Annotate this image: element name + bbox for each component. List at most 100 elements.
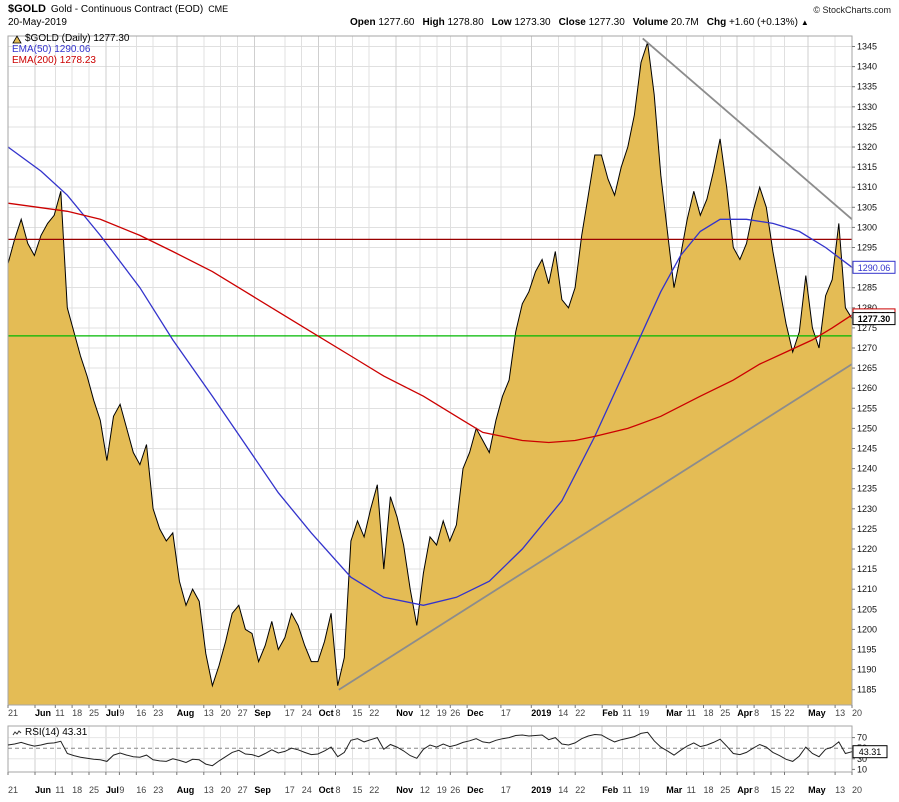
quote-value: 1273.30 (511, 17, 551, 28)
svg-text:15: 15 (771, 785, 781, 795)
svg-text:1315: 1315 (857, 162, 877, 172)
svg-text:17: 17 (285, 785, 295, 795)
svg-text:24: 24 (302, 785, 312, 795)
svg-text:Apr: Apr (737, 785, 753, 795)
svg-text:Nov: Nov (396, 708, 413, 718)
svg-text:8: 8 (336, 785, 341, 795)
svg-text:25: 25 (89, 785, 99, 795)
svg-text:9: 9 (119, 785, 124, 795)
svg-text:Feb: Feb (602, 785, 619, 795)
svg-text:16: 16 (136, 708, 146, 718)
svg-text:Jul: Jul (106, 708, 119, 718)
svg-text:25: 25 (720, 708, 730, 718)
svg-text:1190: 1190 (857, 665, 876, 675)
svg-text:12: 12 (420, 708, 430, 718)
svg-text:8: 8 (754, 708, 759, 718)
moving-averages (7, 146, 853, 606)
axis-labels: 1185119011951200120512101215122012251230… (7, 42, 877, 795)
svg-text:11: 11 (55, 785, 64, 795)
svg-text:11: 11 (622, 785, 631, 795)
svg-text:21: 21 (8, 785, 18, 795)
svg-text:1275: 1275 (857, 323, 877, 333)
svg-text:19: 19 (639, 785, 649, 795)
svg-text:27: 27 (238, 785, 248, 795)
svg-text:1185: 1185 (857, 685, 876, 695)
quote-value: 1277.30 (585, 17, 625, 28)
svg-text:1330: 1330 (857, 102, 877, 112)
chart-date: 20-May-2019 (8, 17, 67, 28)
svg-text:May: May (808, 708, 826, 718)
svg-text:18: 18 (704, 708, 714, 718)
quote-label: High (422, 17, 445, 28)
quote-label: Volume (632, 17, 669, 28)
svg-text:1280: 1280 (857, 303, 877, 313)
svg-text:2019: 2019 (531, 785, 551, 795)
svg-text:Feb: Feb (602, 708, 619, 718)
svg-text:Aug: Aug (177, 708, 195, 718)
svg-text:11: 11 (55, 708, 64, 718)
svg-text:1200: 1200 (857, 624, 877, 634)
svg-text:26: 26 (450, 785, 460, 795)
plot-borders (7, 35, 853, 773)
rsi-line (7, 731, 853, 767)
svg-text:Sep: Sep (254, 785, 271, 795)
svg-text:1240: 1240 (857, 464, 877, 474)
svg-text:70: 70 (857, 733, 867, 743)
svg-text:8: 8 (754, 785, 759, 795)
svg-text:1220: 1220 (857, 544, 877, 554)
svg-text:30: 30 (857, 754, 867, 764)
svg-text:17: 17 (501, 708, 511, 718)
svg-text:13: 13 (835, 708, 845, 718)
svg-text:1225: 1225 (857, 524, 877, 534)
svg-text:15: 15 (352, 785, 362, 795)
price-area-fill (8, 42, 852, 705)
legend-ema50: EMA(50) 1290.06 (12, 44, 91, 55)
svg-text:21: 21 (8, 708, 18, 718)
svg-text:23: 23 (153, 785, 163, 795)
svg-text:1255: 1255 (857, 403, 877, 413)
svg-text:22: 22 (785, 785, 795, 795)
chart-header: $GOLD Gold - Continuous Contract (EOD) CME (8, 3, 228, 15)
svg-text:22: 22 (575, 708, 585, 718)
quote-value: 1278.80 (444, 17, 484, 28)
svg-text:11: 11 (687, 785, 696, 795)
svg-text:May: May (808, 785, 826, 795)
legend-ema200: EMA(200) 1278.23 (12, 55, 96, 66)
legend-row-ema50: EMA(50) 1290.06 (12, 44, 130, 55)
rsi-indicator-icon (12, 729, 22, 735)
price-line (7, 42, 853, 688)
chart-title: Gold - Continuous Contract (EOD) (50, 4, 204, 15)
svg-text:1290.06: 1290.06 (858, 263, 891, 273)
svg-text:12: 12 (420, 785, 430, 795)
legend-row-ema200: EMA(200) 1278.23 (12, 55, 130, 66)
svg-text:1260: 1260 (857, 383, 877, 393)
svg-text:14: 14 (558, 708, 568, 718)
svg-text:8: 8 (336, 708, 341, 718)
svg-text:22: 22 (785, 708, 795, 718)
rsi-plot-border (7, 725, 853, 773)
svg-text:16: 16 (136, 785, 146, 795)
svg-text:17: 17 (501, 785, 511, 795)
quote-label: Chg (706, 17, 727, 28)
annotation-lines (8, 37, 853, 691)
exchange-label: CME (208, 4, 229, 14)
svg-text:18: 18 (72, 708, 82, 718)
svg-text:10: 10 (857, 764, 867, 774)
svg-text:22: 22 (575, 785, 585, 795)
svg-text:Mar: Mar (666, 708, 683, 718)
svg-text:1210: 1210 (857, 584, 877, 594)
svg-text:1277.30: 1277.30 (858, 314, 891, 324)
svg-text:20: 20 (852, 785, 862, 795)
ascending-trendline (338, 363, 853, 691)
rsi-panel (7, 731, 853, 767)
svg-text:15: 15 (352, 708, 362, 718)
svg-text:1250: 1250 (857, 423, 877, 433)
svg-text:1325: 1325 (857, 122, 877, 132)
svg-text:1310: 1310 (857, 182, 877, 192)
svg-text:1285: 1285 (857, 283, 877, 293)
svg-text:1335: 1335 (857, 82, 877, 92)
svg-text:1320: 1320 (857, 142, 877, 152)
svg-text:Oct: Oct (319, 708, 334, 718)
svg-text:1215: 1215 (857, 564, 877, 574)
